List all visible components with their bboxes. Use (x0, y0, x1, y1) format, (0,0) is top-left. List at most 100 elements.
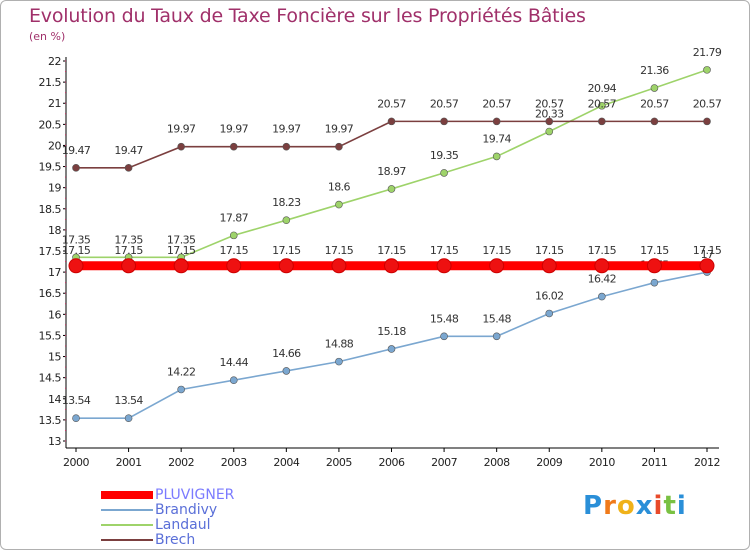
data-point-brech (282, 142, 291, 151)
unit-label: (en %) (29, 30, 66, 43)
data-label-pluvigner: 17.15 (482, 244, 511, 257)
logo-letter: o (616, 491, 636, 521)
data-label-landaul: 20.33 (535, 108, 564, 121)
data-point-brandivy (282, 367, 291, 375)
x-tick-label: 2004 (273, 456, 299, 469)
data-label-brandivy: 13.54 (114, 394, 143, 407)
data-label-brandivy: 15.18 (377, 325, 406, 338)
data-label-landaul: 19.35 (430, 149, 459, 162)
data-point-pluvigner (489, 258, 505, 274)
data-point-brandivy (650, 278, 659, 287)
legend-label-pluvigner: PLUVIGNER (155, 487, 235, 503)
data-label-brech: 20.57 (588, 97, 617, 110)
x-tick-label: 2000 (63, 456, 89, 469)
data-label-landaul: 17.35 (62, 233, 91, 246)
y-tick-label: 20.5 (39, 118, 62, 131)
y-tick-label: 13 (48, 435, 61, 448)
data-label-brech: 19.97 (220, 123, 249, 136)
data-label-brandivy: 14.22 (167, 365, 196, 378)
legend-label-brech: Brech (155, 532, 196, 548)
data-point-brandivy (177, 385, 185, 394)
data-label-brandivy: 14.88 (325, 338, 354, 351)
data-label-brech: 19.97 (167, 123, 196, 136)
data-label-landaul: 21.36 (640, 64, 669, 77)
data-point-brech (703, 117, 711, 126)
legend-swatch-pluvigner (101, 491, 153, 499)
data-point-brandivy (72, 414, 80, 423)
logo-letter: r (603, 491, 617, 521)
y-tick-label: 14 (48, 393, 61, 406)
x-tick-label: 2001 (116, 456, 142, 469)
data-label-pluvigner: 17.15 (430, 244, 459, 257)
data-point-pluvigner (68, 258, 84, 274)
data-label-brandivy: 17 (701, 248, 714, 261)
data-label-pluvigner: 17.15 (114, 244, 143, 257)
y-tick-label: 22 (48, 55, 61, 68)
data-point-landaul (440, 169, 448, 177)
data-label-brech: 20.57 (535, 97, 564, 110)
data-label-pluvigner: 17.15 (220, 244, 249, 257)
y-tick-label: 18.5 (39, 203, 62, 216)
data-label-landaul: 17.35 (167, 233, 196, 246)
logo-letter: x (635, 491, 654, 521)
y-tick-label: 16 (48, 308, 61, 321)
data-point-brech (545, 117, 554, 126)
data-point-brandivy (545, 309, 554, 318)
data-point-landaul (703, 66, 711, 74)
data-label-landaul: 18.6 (328, 181, 351, 194)
logo-letter: t (663, 491, 677, 521)
data-label-landaul: 21.79 (693, 46, 722, 59)
y-tick-label: 19 (48, 182, 61, 195)
data-point-landaul (650, 84, 659, 92)
data-label-pluvigner: 17.15 (377, 244, 406, 257)
data-label-landaul: 18.23 (272, 196, 301, 209)
y-tick-label: 14.5 (39, 372, 62, 385)
data-label-brandivy: 15.48 (430, 312, 459, 325)
logo-letter: P (583, 491, 604, 521)
data-point-pluvigner (173, 258, 189, 274)
data-label-brandivy: 13.54 (62, 394, 91, 407)
data-point-brech (72, 164, 80, 172)
y-tick-label: 17 (48, 266, 61, 279)
legend-swatch-brandivy (101, 509, 153, 511)
data-label-brech: 19.47 (114, 144, 143, 157)
data-label-brech: 20.57 (430, 97, 459, 110)
data-point-brech (492, 117, 501, 126)
chart-title: Evolution du Taux de Taxe Foncière sur l… (29, 5, 586, 27)
data-point-brandivy (335, 357, 343, 366)
logo-letter: i (653, 491, 664, 521)
y-tick-label: 17.5 (39, 245, 62, 258)
x-tick-label: 2002 (168, 456, 194, 469)
data-point-pluvigner (226, 258, 242, 274)
data-point-pluvigner (541, 258, 557, 274)
data-point-brandivy (229, 376, 238, 385)
data-point-landaul (492, 152, 501, 161)
data-point-brandivy (387, 345, 396, 353)
data-point-pluvigner (646, 258, 662, 274)
data-point-pluvigner (278, 258, 294, 274)
legend-label-landaul: Landaul (155, 517, 211, 533)
data-label-brech: 19.47 (62, 144, 91, 157)
data-label-pluvigner: 17.15 (272, 244, 301, 257)
data-point-landaul (282, 216, 291, 224)
x-tick-label: 2012 (694, 456, 720, 469)
data-label-pluvigner: 17.15 (693, 244, 722, 257)
data-point-pluvigner (436, 258, 452, 274)
data-label-brech: 19.97 (272, 123, 301, 136)
data-point-landaul (229, 231, 238, 240)
data-point-brandivy (598, 292, 606, 301)
data-label-pluvigner: 17.15 (62, 244, 91, 257)
data-label-pluvigner: 17.15 (167, 244, 196, 257)
data-point-brandivy (492, 332, 501, 341)
y-tick-label: 16.5 (39, 287, 62, 300)
data-label-pluvigner: 17.15 (588, 244, 617, 257)
x-tick-label: 2005 (326, 456, 352, 469)
y-tick-label: 20 (48, 139, 61, 152)
data-point-brech (177, 142, 185, 151)
data-label-brandivy: 15.48 (482, 312, 511, 325)
proxiti-logo: Proxiti (583, 491, 687, 521)
data-label-pluvigner: 17.15 (640, 244, 669, 257)
data-label-landaul: 19.74 (482, 132, 511, 145)
legend-label-brandivy: Brandivy (155, 502, 218, 518)
